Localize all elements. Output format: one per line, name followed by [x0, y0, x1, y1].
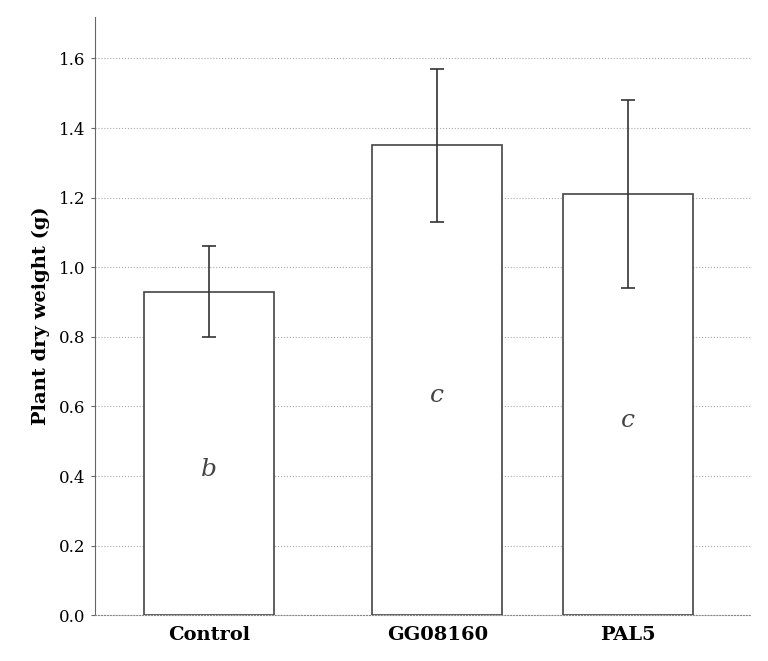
Bar: [563, 194, 693, 615]
Bar: [372, 145, 502, 615]
Y-axis label: Plant dry weight (g): Plant dry weight (g): [32, 207, 50, 425]
Text: b: b: [201, 457, 217, 481]
Text: c: c: [430, 385, 445, 407]
Text: c: c: [621, 409, 634, 432]
Bar: [144, 292, 274, 615]
